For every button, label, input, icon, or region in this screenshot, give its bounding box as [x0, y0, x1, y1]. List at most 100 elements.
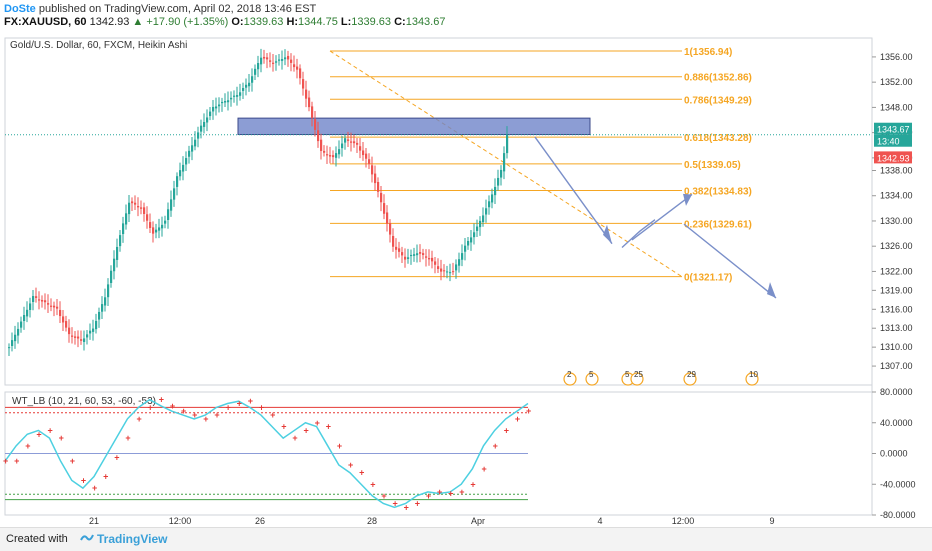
candle-body — [248, 82, 251, 87]
candle-body — [164, 220, 167, 224]
candle-body — [437, 266, 440, 269]
candle-body — [494, 186, 497, 196]
wt2-marker: + — [526, 406, 531, 416]
candle-body — [29, 303, 32, 310]
candle-body — [38, 299, 41, 301]
published-text: published on TradingView.com, April 02, … — [38, 3, 317, 15]
wt2-marker: + — [14, 456, 19, 466]
price-badge-label: 1343.67 — [877, 125, 910, 135]
candle-body — [74, 336, 77, 338]
wt2-marker: + — [226, 402, 231, 412]
price-badge — [874, 122, 912, 135]
tradingview-brand[interactable]: TradingView — [97, 532, 168, 546]
candle-body — [476, 226, 479, 231]
wt2-marker: + — [437, 487, 442, 497]
wt2-marker: + — [36, 429, 41, 439]
fib-level-label: 0.382(1334.83) — [684, 186, 752, 197]
arrowhead — [683, 193, 692, 206]
economic-event-icon — [745, 372, 759, 386]
candle-body — [479, 220, 482, 228]
candle-body — [158, 227, 161, 231]
candle-body — [143, 207, 146, 214]
candle-body — [206, 117, 209, 123]
symbol-label: FX:XAUUSD, 60 — [4, 16, 87, 28]
wt2-marker: + — [92, 483, 97, 493]
candle-body — [170, 199, 173, 211]
candle-body — [488, 201, 491, 208]
wt2-marker: + — [370, 479, 375, 489]
wt2-marker: + — [415, 498, 420, 508]
candle-body — [335, 153, 338, 158]
candle-body — [179, 170, 182, 177]
candle-body — [44, 300, 47, 303]
candle-body — [128, 202, 131, 215]
candle-body — [452, 271, 455, 273]
candle-body — [65, 321, 68, 328]
chart-header: DoSte published on TradingView.com, Apri… — [0, 0, 932, 30]
economic-event-label: 29 — [687, 370, 696, 379]
oscillator-title: WT_LB (10, 21, 60, 53, -60, -53) — [12, 396, 156, 407]
candle-body — [386, 212, 389, 224]
candle-body — [260, 57, 263, 65]
candle-body — [377, 181, 380, 192]
x-tick-label: 12:00 — [672, 516, 695, 526]
wt2-marker: + — [214, 410, 219, 420]
candle-body — [257, 63, 260, 70]
y-tick-label: 1330.00 — [880, 216, 913, 226]
candle-body — [290, 59, 293, 63]
candle-body — [104, 297, 107, 306]
economic-event-label: 2 — [567, 370, 572, 379]
candle-body — [191, 145, 194, 152]
x-tick-label: 4 — [597, 516, 602, 526]
fib-level-label: 0(1321.17) — [684, 273, 732, 284]
candle-body — [323, 150, 326, 153]
author-link[interactable]: DoSte — [4, 3, 36, 15]
price-badge — [874, 151, 912, 164]
candle-body — [413, 254, 416, 256]
candle-body — [302, 79, 305, 89]
candle-body — [344, 138, 347, 143]
candle-body — [380, 192, 383, 203]
candle-body — [422, 253, 425, 256]
fib-level-label: 0.786(1349.29) — [684, 95, 752, 106]
chart-title: Gold/U.S. Dollar, 60, FXCM, Heikin Ashi — [10, 40, 187, 51]
candle-body — [419, 252, 422, 254]
candle-body — [251, 76, 254, 83]
candle-body — [101, 304, 104, 312]
low-value: 1339.63 — [351, 16, 392, 28]
candle-body — [59, 309, 62, 317]
candle-body — [95, 320, 98, 330]
y-tick-label: 1338.00 — [880, 165, 913, 175]
candle-body — [440, 268, 443, 272]
wt2-marker: + — [248, 396, 253, 406]
wt2-marker: + — [237, 399, 242, 409]
chart-canvas[interactable]: Gold/U.S. Dollar, 60, FXCM, Heikin Ashi 1… — [0, 30, 932, 527]
candle-body — [410, 254, 413, 257]
close-label: C: — [394, 16, 406, 28]
candle-body — [359, 146, 362, 151]
candle-body — [86, 334, 89, 338]
candle-body — [194, 139, 197, 147]
x-tick-label: 9 — [769, 516, 774, 526]
wt2-marker: + — [203, 414, 208, 424]
candle-body — [266, 57, 269, 60]
wt2-marker: + — [25, 441, 30, 451]
candle-body — [212, 106, 215, 112]
economic-event-icon — [563, 372, 577, 386]
candle-body — [353, 141, 356, 144]
x-tick-label: Apr — [471, 516, 485, 526]
candle-body — [485, 208, 488, 215]
price-badge-label: 1342.93 — [877, 153, 910, 163]
candle-body — [47, 303, 50, 305]
candle-body — [89, 330, 92, 334]
wt2-marker: + — [326, 422, 331, 432]
candle-body — [167, 209, 170, 221]
candle-body — [62, 316, 65, 323]
candle-body — [296, 66, 299, 70]
y-tick-label: 1310.00 — [880, 342, 913, 352]
candle-body — [245, 84, 248, 88]
wt2-marker: + — [181, 406, 186, 416]
candle-body — [293, 64, 296, 68]
candle-body — [311, 106, 314, 118]
candle-body — [122, 223, 125, 235]
